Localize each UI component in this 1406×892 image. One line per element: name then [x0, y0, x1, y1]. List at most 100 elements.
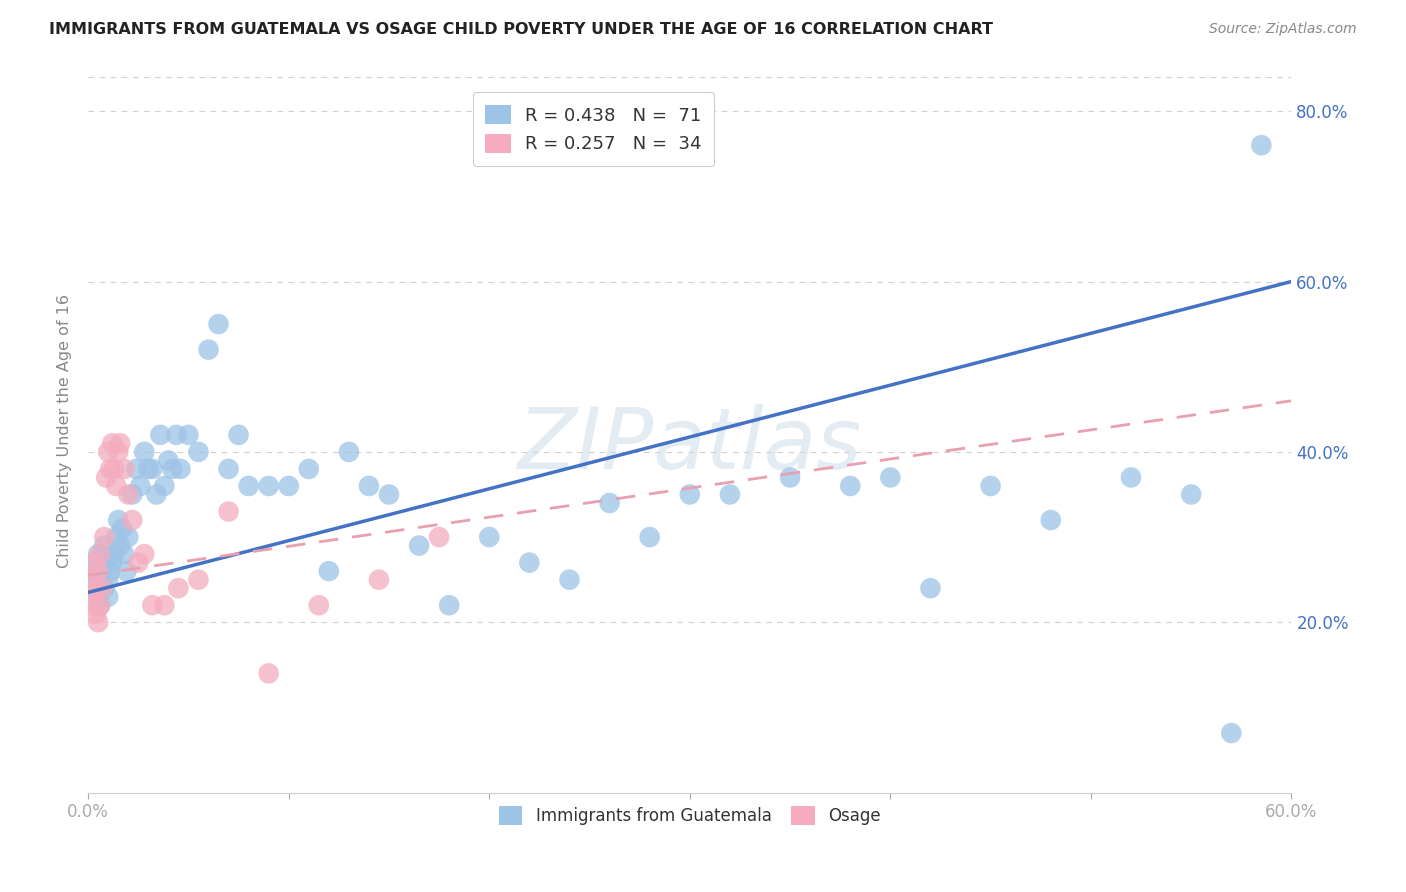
- Point: [153, 599, 176, 613]
- Point: [93, 530, 115, 544]
- Point: [121, 513, 143, 527]
- Point: [101, 436, 124, 450]
- Point: [218, 462, 240, 476]
- Point: [125, 462, 148, 476]
- Text: IMMIGRANTS FROM GUATEMALA VS OSAGE CHILD POVERTY UNDER THE AGE OF 16 CORRELATION: IMMIGRANTS FROM GUATEMALA VS OSAGE CHILD…: [49, 22, 993, 37]
- Point: [101, 556, 124, 570]
- Point: [779, 470, 801, 484]
- Point: [93, 581, 115, 595]
- Point: [89, 547, 111, 561]
- Point: [129, 479, 152, 493]
- Point: [368, 573, 391, 587]
- Point: [153, 479, 176, 493]
- Point: [91, 564, 114, 578]
- Point: [82, 573, 104, 587]
- Point: [83, 556, 105, 570]
- Point: [84, 564, 107, 578]
- Point: [87, 564, 110, 578]
- Point: [1119, 470, 1142, 484]
- Point: [93, 539, 115, 553]
- Point: [110, 539, 132, 553]
- Point: [238, 479, 260, 493]
- Point: [427, 530, 450, 544]
- Point: [167, 581, 190, 595]
- Point: [145, 487, 167, 501]
- Point: [91, 581, 114, 595]
- Point: [169, 462, 191, 476]
- Point: [187, 573, 209, 587]
- Point: [558, 573, 581, 587]
- Point: [115, 564, 138, 578]
- Point: [1039, 513, 1062, 527]
- Legend: Immigrants from Guatemala, Osage: Immigrants from Guatemala, Osage: [489, 797, 891, 835]
- Point: [141, 462, 163, 476]
- Point: [97, 445, 120, 459]
- Point: [105, 530, 128, 544]
- Point: [127, 556, 149, 570]
- Point: [638, 530, 661, 544]
- Point: [136, 462, 159, 476]
- Point: [980, 479, 1002, 493]
- Point: [134, 445, 156, 459]
- Point: [165, 427, 187, 442]
- Point: [277, 479, 299, 493]
- Point: [162, 462, 184, 476]
- Point: [89, 573, 111, 587]
- Point: [84, 581, 107, 595]
- Point: [408, 539, 430, 553]
- Point: [112, 462, 135, 476]
- Point: [337, 445, 360, 459]
- Point: [97, 573, 120, 587]
- Point: [103, 547, 125, 561]
- Point: [149, 427, 172, 442]
- Point: [207, 317, 229, 331]
- Point: [298, 462, 321, 476]
- Point: [141, 599, 163, 613]
- Point: [87, 615, 110, 630]
- Point: [1250, 138, 1272, 153]
- Point: [218, 504, 240, 518]
- Point: [228, 427, 250, 442]
- Point: [79, 573, 101, 587]
- Point: [111, 522, 134, 536]
- Point: [187, 445, 209, 459]
- Point: [718, 487, 741, 501]
- Point: [437, 599, 460, 613]
- Point: [110, 436, 132, 450]
- Point: [1220, 726, 1243, 740]
- Point: [97, 590, 120, 604]
- Y-axis label: Child Poverty Under the Age of 16: Child Poverty Under the Age of 16: [58, 293, 72, 567]
- Point: [96, 556, 118, 570]
- Point: [257, 666, 280, 681]
- Point: [177, 427, 200, 442]
- Text: ZIPatlas: ZIPatlas: [517, 403, 862, 486]
- Point: [83, 599, 105, 613]
- Point: [82, 590, 104, 604]
- Point: [839, 479, 862, 493]
- Point: [91, 547, 114, 561]
- Point: [87, 547, 110, 561]
- Point: [98, 564, 121, 578]
- Point: [378, 487, 401, 501]
- Point: [519, 556, 541, 570]
- Text: Source: ZipAtlas.com: Source: ZipAtlas.com: [1209, 22, 1357, 37]
- Point: [98, 462, 121, 476]
- Point: [257, 479, 280, 493]
- Point: [107, 513, 129, 527]
- Point: [134, 547, 156, 561]
- Point: [318, 564, 340, 578]
- Point: [84, 581, 107, 595]
- Point: [117, 530, 139, 544]
- Point: [103, 462, 125, 476]
- Point: [197, 343, 219, 357]
- Point: [121, 487, 143, 501]
- Point: [920, 581, 942, 595]
- Point: [879, 470, 901, 484]
- Point: [89, 599, 111, 613]
- Point: [679, 487, 702, 501]
- Point: [112, 547, 135, 561]
- Point: [478, 530, 501, 544]
- Point: [157, 453, 180, 467]
- Point: [83, 556, 105, 570]
- Point: [117, 487, 139, 501]
